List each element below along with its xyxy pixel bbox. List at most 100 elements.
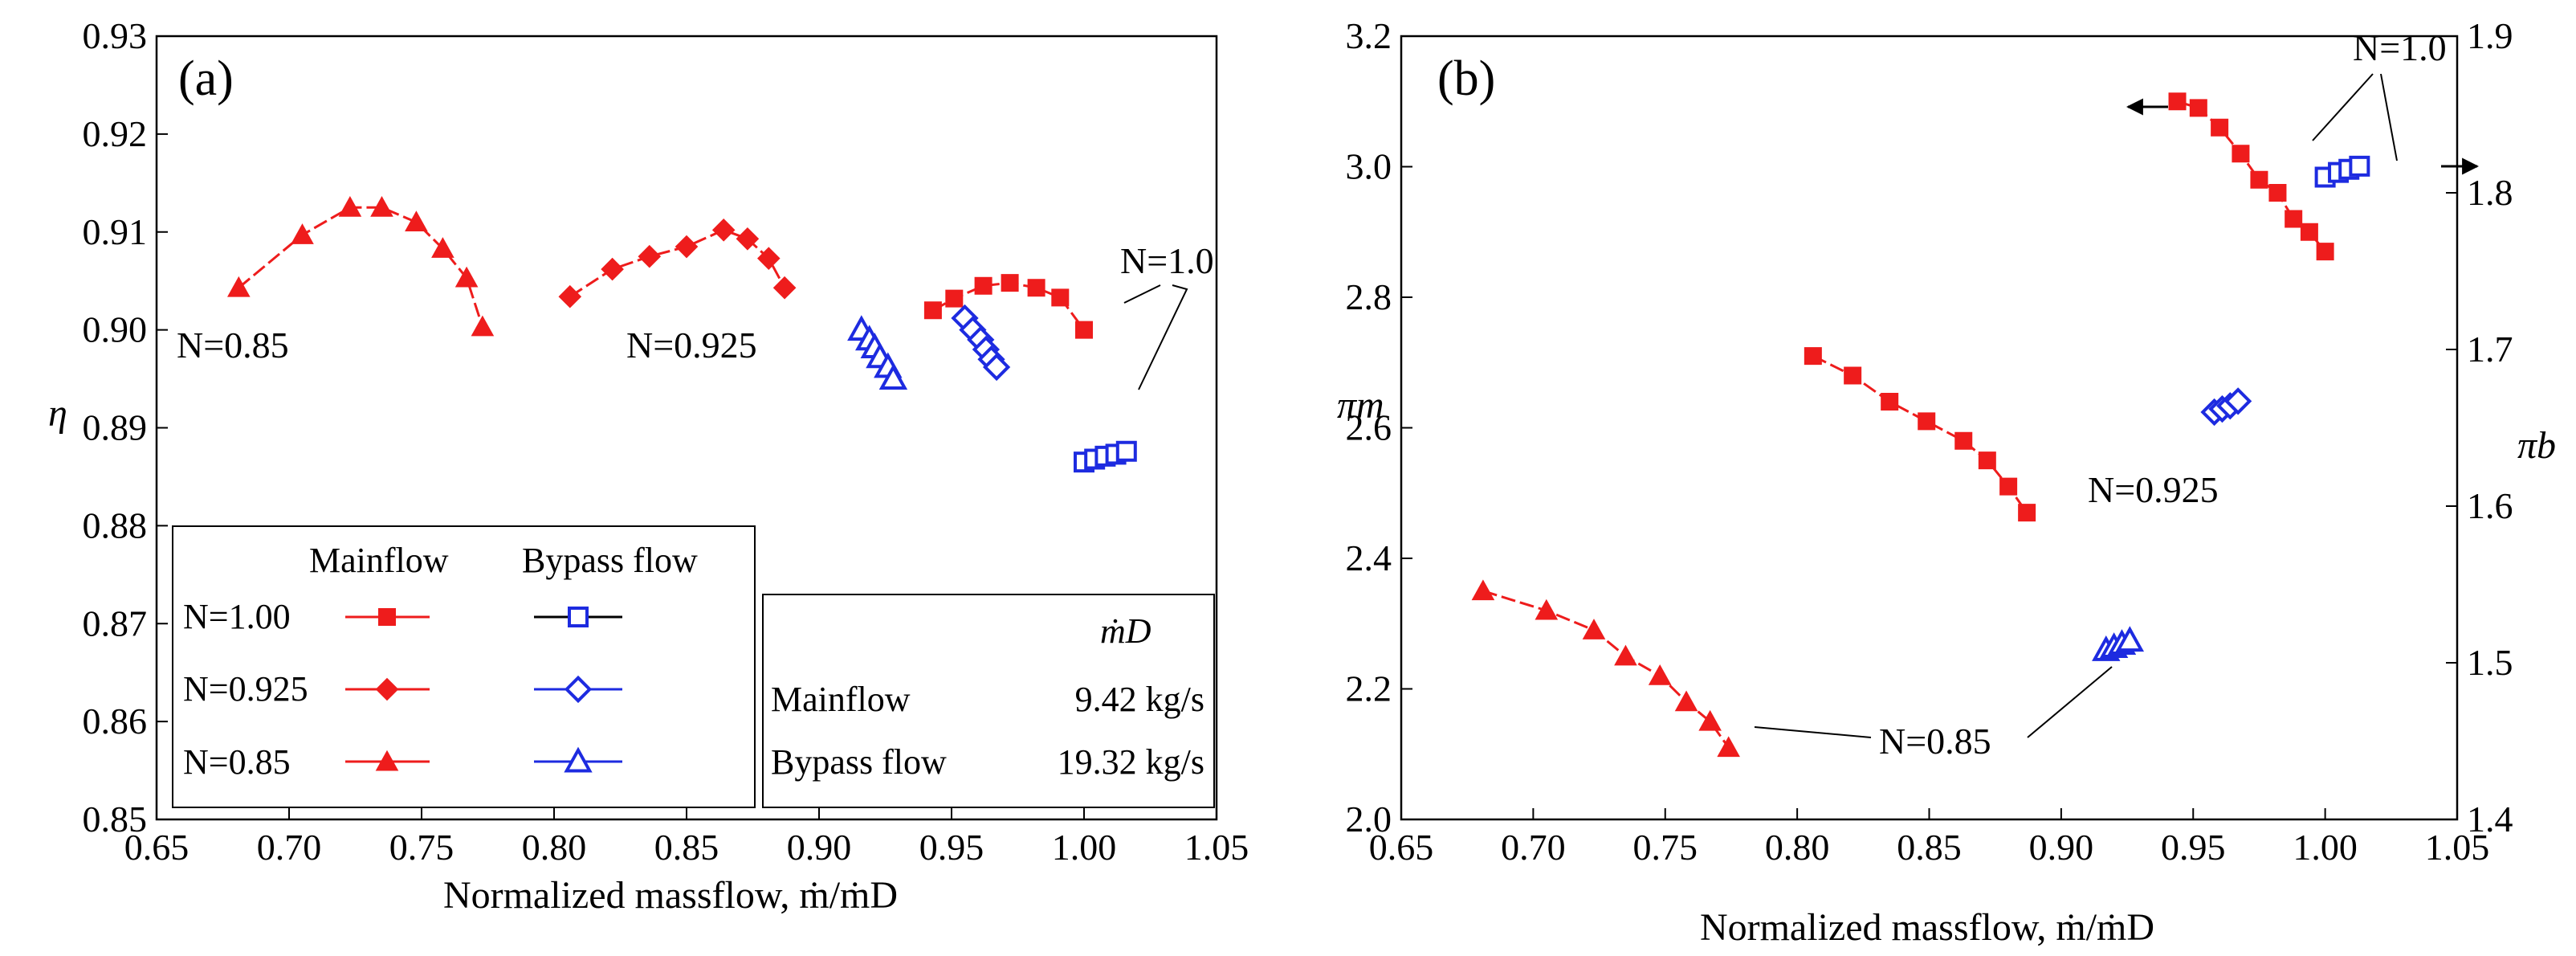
b-y-tick-label: 3.2 (1346, 15, 1392, 56)
b-anno-leader-n085-b (2027, 666, 2113, 738)
b-series-point-4 (2224, 387, 2252, 415)
a-series-point-0 (974, 276, 992, 295)
b-y2-tick-label: 1.9 (2467, 15, 2513, 56)
a-legend-main-marker (375, 677, 399, 701)
b-series-point-0 (2285, 210, 2303, 228)
b-x-tick-label: 0.95 (2161, 827, 2226, 868)
a-series-point-1 (711, 219, 736, 242)
a-x-tick-label: 1.05 (1184, 827, 1249, 868)
b-x-axis-title: Normalized massflow, ṁ/ṁD (1700, 906, 2154, 949)
a-series-point-2 (454, 266, 479, 288)
a-anno-leader-1 (1123, 284, 1161, 304)
a-series-point-1 (638, 244, 662, 268)
a-panel-label: (a) (178, 51, 234, 106)
b-series-point-0 (2189, 99, 2207, 117)
a-design-table-header: ṁD (1100, 611, 1151, 651)
a-y-tick-label: 0.92 (83, 113, 148, 154)
b-y-tick-label: 2.0 (1346, 799, 1392, 840)
b-series-point-2 (1535, 599, 1559, 620)
a-series-point-2 (471, 315, 495, 337)
b-y-tick-label: 2.8 (1346, 276, 1392, 317)
a-series-point-1 (675, 235, 699, 259)
b-y2-tick-label: 1.8 (2467, 172, 2513, 213)
b-x-tick-label: 0.75 (1633, 827, 1698, 868)
a-x-tick-label: 0.70 (257, 827, 322, 868)
b-y2-tick-label: 1.5 (2467, 642, 2513, 683)
b-y2-tick-label: 1.6 (2467, 485, 2513, 526)
b-series-point-2 (1648, 664, 1672, 685)
a-legend-col-bypass: Bypass flow (522, 541, 698, 580)
a-legend-box (172, 525, 756, 808)
a-x-tick-label: 0.90 (787, 827, 852, 868)
a-series-point-5 (878, 364, 908, 390)
a-series-line-2 (238, 206, 484, 328)
a-legend-bypass-marker (568, 607, 589, 627)
a-series-point-1 (772, 276, 797, 300)
a-legend-col-main: Mainflow (309, 541, 449, 580)
b-series-point-0 (2211, 118, 2229, 137)
a-x-tick-label: 0.80 (522, 827, 587, 868)
b-series-point-1 (1844, 366, 1862, 385)
b-y-tick-label: 2.6 (1346, 407, 1392, 448)
a-x-tick-label: 0.65 (124, 827, 190, 868)
a-legend-row-100: N=1.00 (183, 597, 291, 636)
a-design-table-box (762, 594, 1215, 808)
a-series-point-2 (370, 195, 393, 217)
a-x-tick-label: 0.85 (654, 827, 719, 868)
a-series-point-0 (923, 301, 942, 320)
a-anno-n0925: N=0.925 (626, 325, 757, 366)
a-series-point-2 (227, 276, 251, 297)
a-legend-bypass-marker (564, 675, 593, 704)
b-anno-leader-n10-a (2312, 73, 2374, 141)
a-series-point-0 (1075, 321, 1093, 339)
b-series-point-2 (1717, 736, 1740, 758)
a-series-point-2 (338, 195, 362, 217)
a-anno-n085: N=0.85 (177, 325, 289, 366)
b-anno-n0925: N=0.925 (2088, 469, 2219, 510)
b-series-point-0 (2250, 170, 2268, 189)
a-anno-leader-2 (1138, 284, 1188, 390)
a-series-point-2 (431, 237, 454, 258)
b-anno-n10: N=1.0 (2353, 27, 2447, 68)
panel-b: 0.65 0.70 0.75 0.80 0.85 0.90 0.95 1.00 1.05 2.0 2… (1337, 15, 2556, 949)
a-series-point-0 (1001, 274, 1019, 292)
a-legend: Mainflow Bypass flow N=1.00 N=0.925 N=0.… (172, 525, 756, 808)
b-y2-tick-label: 1.7 (2467, 329, 2513, 370)
b-series-point-0 (2300, 223, 2318, 241)
a-design-table: ṁD Mainflow 9.42 kg/s Bypass flow 19.32 … (762, 594, 1215, 808)
a-axes-frame: 0.65 0.70 0.75 0.80 0.85 0.90 0.95 1.00 1.05 0.85… (83, 15, 1249, 868)
b-x-tick-label: 1.05 (2425, 827, 2490, 868)
a-series-point-0 (945, 289, 964, 308)
b-x-tick-label: 0.80 (1765, 827, 1830, 868)
a-annotations: N=0.85 N=0.925 N=1.0 (177, 240, 1214, 390)
b-y-tick-label: 3.0 (1346, 146, 1392, 187)
b-series-point-2 (1582, 619, 1606, 639)
a-y-axis-title: η (48, 392, 67, 435)
b-x-tick-label: 0.70 (1501, 827, 1566, 868)
a-legend-bypass-marker (564, 746, 593, 773)
a-x-axis-title: Normalized massflow, ṁ/ṁD (443, 874, 898, 917)
b-x-tick-label: 0.65 (1369, 827, 1434, 868)
b-anno-leader-n085-a (1754, 726, 1872, 738)
b-series-point-0 (2232, 145, 2250, 163)
a-design-table-value-main: 9.42 kg/s (1075, 680, 1204, 719)
b-series-group (1471, 92, 2370, 758)
a-series-point-1 (757, 247, 781, 270)
a-series-point-2 (291, 223, 314, 244)
b-series-point-1 (1918, 412, 1936, 431)
a-series-point-4 (982, 353, 1011, 382)
b-series-point-2 (1614, 644, 1637, 666)
a-design-table-label-bypass: Bypass flow (771, 742, 947, 782)
a-y-tick-label: 0.85 (83, 799, 148, 840)
b-series-point-0 (2268, 184, 2287, 202)
b-anno-n085: N=0.85 (1879, 721, 1991, 762)
b-series-point-2 (1674, 690, 1698, 712)
a-anno-n10: N=1.0 (1120, 240, 1214, 281)
a-y-tick-label: 0.88 (83, 505, 148, 545)
b-series-point-1 (1804, 347, 1822, 366)
b-series-point-1 (1954, 431, 1973, 450)
a-series-point-3 (1115, 440, 1137, 462)
a-y-tick-label: 0.86 (83, 701, 148, 742)
a-y-tick-label: 0.89 (83, 407, 148, 448)
